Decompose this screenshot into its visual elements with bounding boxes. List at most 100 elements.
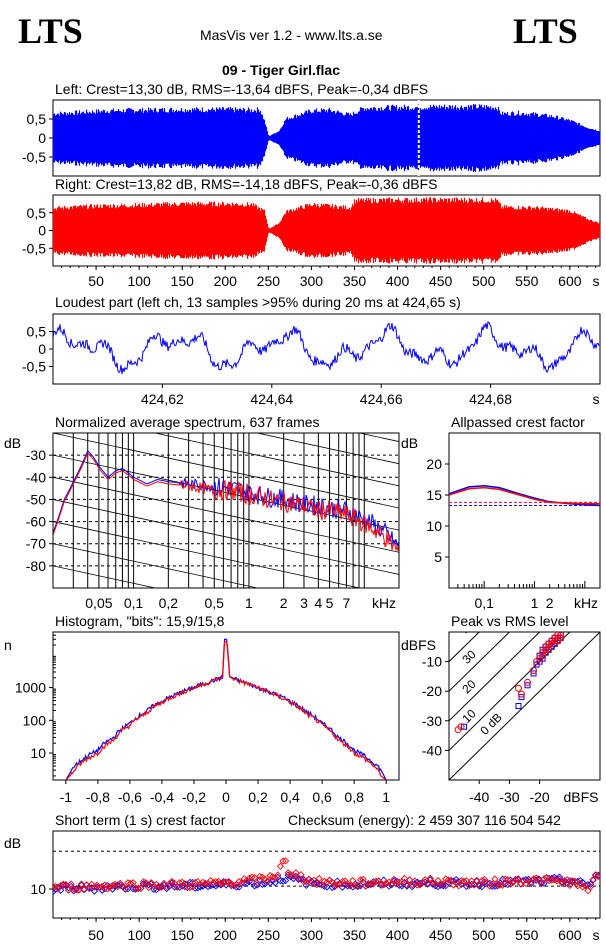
right-waveform-xtick-label: 400 — [386, 273, 410, 289]
histogram-xtick-label: -0,6 — [118, 789, 142, 805]
crest-left-point — [279, 877, 287, 885]
crest-right-point — [163, 882, 171, 891]
peak-rms-right-point — [457, 723, 465, 731]
right-waveform-xunit: s — [593, 273, 600, 289]
crest-right-point — [219, 879, 228, 887]
right-waveform-xtick-label: 250 — [257, 273, 281, 289]
short-term-crest-xtick-label: 250 — [257, 927, 281, 943]
crest-right-point — [90, 883, 98, 891]
short-term-crest-xtick-label: 400 — [386, 927, 410, 943]
allpassed-crest-xtick-label: 1 — [531, 595, 539, 611]
loudest-part-frame — [52, 313, 601, 385]
histogram-xtick-label: -0,8 — [86, 789, 110, 805]
spectrum-xtick-label: 7 — [343, 595, 351, 611]
crest-right-point — [465, 881, 473, 890]
right-waveform-xtick-label: 150 — [171, 273, 195, 289]
crest-right-point — [449, 881, 458, 889]
crest-right-point — [248, 873, 256, 881]
crest-left-point — [199, 882, 207, 890]
spectrum-xtick-label: 0,1 — [124, 595, 144, 611]
crest-left-point — [367, 880, 375, 889]
spectrum-xtick-label: 0,05 — [85, 595, 112, 611]
loudest-part-xtick-label: 424,62 — [141, 391, 184, 407]
crest-right-point — [462, 877, 471, 885]
loudest-part-xtick-label: 424,68 — [469, 391, 512, 407]
crest-title: Short term (1 s) crest factor — [55, 812, 226, 828]
crest-right-point — [98, 882, 106, 891]
crest-right-point — [413, 881, 422, 889]
histogram-xtick-label: -0,4 — [150, 789, 174, 805]
crest-right-point — [424, 879, 432, 887]
crest-right-point — [579, 883, 587, 891]
crest-left-point — [586, 880, 595, 888]
right-waveform-xtick-label: 600 — [558, 273, 582, 289]
crest-right-point — [281, 857, 290, 865]
allpassed-crest-xtick-label: 0,1 — [474, 595, 494, 611]
crest-right-point — [563, 876, 571, 884]
crest-left-point — [462, 882, 471, 890]
right-waveform-ytick-label: 0 — [38, 223, 46, 239]
allpassed-crest-frame — [448, 432, 601, 589]
histogram-ytick-label: 10 — [30, 745, 46, 761]
crest-right-point — [356, 876, 365, 884]
crest-left-point — [323, 883, 331, 891]
spectrum-xtick-label: 3 — [300, 595, 308, 611]
crest-right-point — [380, 881, 388, 889]
crest-right-point — [103, 885, 111, 893]
crest-right-point — [142, 879, 150, 887]
spectrum-ytick-label: -50 — [26, 491, 46, 507]
crest-left-point — [276, 877, 285, 885]
right-waveform-xtick-label: 450 — [429, 273, 453, 289]
right-waveform-xtick-label: 300 — [300, 273, 324, 289]
diagonal-label: 10 — [459, 706, 479, 726]
crest-right-point — [548, 876, 556, 884]
crest-right-point — [530, 875, 538, 883]
crest-right-point — [230, 882, 238, 890]
crest-right-point — [67, 880, 75, 888]
peak-rms-left-point — [515, 703, 522, 709]
peak-rms-right-point — [542, 646, 550, 654]
crest-right-point — [126, 879, 135, 888]
short-term-crest-xtick-label: 100 — [127, 927, 151, 943]
loudest-part-ytick-label: -0,5 — [22, 359, 46, 375]
crest-right-point — [555, 875, 564, 883]
crest-right-point — [201, 879, 210, 888]
crest-right-point — [367, 879, 375, 888]
crest-right-point — [173, 883, 181, 891]
crest-left-point — [266, 879, 274, 887]
crest-left-point — [514, 875, 522, 883]
peak-rms-right-point — [539, 652, 547, 660]
allpassed-crest-xtick-label: 2 — [546, 595, 554, 611]
crest-right-point — [150, 882, 158, 890]
crest-right-point — [77, 880, 86, 888]
crest-right-point — [359, 875, 367, 884]
crest-right-point — [222, 878, 230, 886]
peak-vs-rms-xtick-label: -30 — [499, 789, 519, 805]
crest-right-point — [186, 883, 194, 892]
short-term-crest-xunit: s — [593, 927, 600, 943]
crest-right-point — [568, 877, 577, 885]
crest-right-point — [506, 880, 515, 888]
histogram-left-line — [65, 638, 387, 780]
crest-right-point — [238, 879, 246, 887]
spectrum-grid — [53, 433, 399, 588]
right-waveform-xtick-label: 50 — [88, 273, 104, 289]
right-waveform-title: Right: Crest=13,82 dB, RMS=-14,18 dBFS, … — [55, 176, 438, 192]
crest-right-point — [312, 880, 321, 889]
crest-left-point — [59, 881, 67, 889]
crest-right-point — [300, 877, 308, 886]
peak-vs-rms-xtick-label: -20 — [529, 789, 549, 805]
histogram-ytick-label: 100 — [23, 712, 47, 728]
peak-vs-rms-xlabel: dBFS — [563, 789, 598, 805]
histogram-xtick-label: 1 — [382, 789, 390, 805]
crest-right-point — [390, 875, 398, 884]
loudest-part-ytick-label: 0 — [38, 341, 46, 357]
histogram-xtick-label: 0,6 — [312, 789, 332, 805]
crest-left-point — [150, 885, 158, 893]
crest-right-point — [504, 876, 512, 884]
crest-right-point — [403, 881, 411, 889]
loudest-part-title: Loudest part (left ch, 13 samples >95% d… — [55, 294, 461, 310]
crest-right-point — [256, 872, 264, 881]
crest-right-point — [292, 869, 300, 877]
crest-left-point — [196, 883, 204, 891]
